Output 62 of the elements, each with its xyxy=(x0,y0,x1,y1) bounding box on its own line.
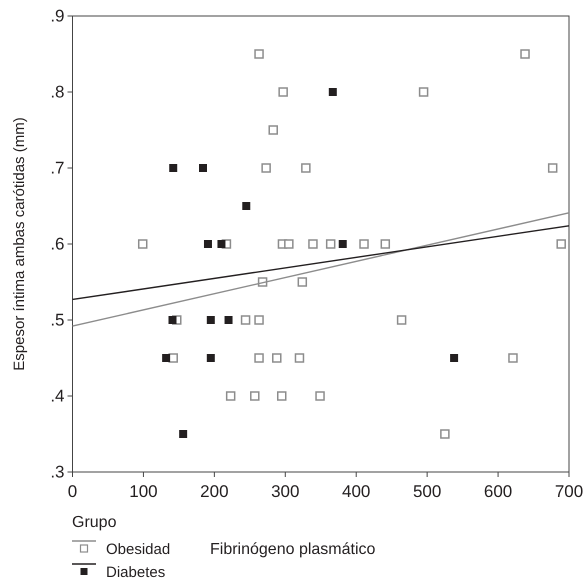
y-tick-label: .3 xyxy=(50,462,64,482)
point xyxy=(508,353,518,363)
point xyxy=(328,88,337,96)
x-tick-label: 0 xyxy=(68,482,78,501)
point xyxy=(338,240,347,248)
legend-title: Grupo xyxy=(72,514,117,531)
point xyxy=(162,354,170,362)
point xyxy=(396,315,406,325)
point xyxy=(254,49,264,59)
y-tick-label: .6 xyxy=(50,234,64,254)
x-tick-label: 200 xyxy=(200,482,229,501)
point xyxy=(261,163,271,173)
point xyxy=(278,87,288,97)
x-axis-title: Fibrinógeno plasmático xyxy=(210,541,376,558)
x-tick-label: 500 xyxy=(412,482,442,501)
point xyxy=(169,164,178,172)
point xyxy=(224,316,233,324)
x-tick-label: 300 xyxy=(271,482,300,501)
point xyxy=(254,353,264,363)
point xyxy=(548,163,558,173)
y-tick-label: .7 xyxy=(50,158,64,178)
point xyxy=(440,429,450,439)
x-tick-label: 100 xyxy=(129,482,158,501)
point xyxy=(294,353,304,363)
point xyxy=(315,391,325,401)
y-tick-label: .8 xyxy=(50,82,64,102)
point xyxy=(138,239,148,249)
point xyxy=(199,164,208,172)
point xyxy=(284,239,294,249)
point xyxy=(359,239,369,249)
point xyxy=(276,391,286,401)
point xyxy=(217,240,226,248)
point xyxy=(206,316,215,324)
point xyxy=(556,239,566,249)
legend-label: Obesidad xyxy=(106,541,170,558)
point xyxy=(301,163,311,173)
point xyxy=(272,353,282,363)
point xyxy=(226,391,236,401)
x-tick-label: 400 xyxy=(342,482,370,501)
y-tick-label: .9 xyxy=(50,6,64,26)
point xyxy=(298,277,308,287)
y-axis-title: Espesor íntima ambas carótidas (mm) xyxy=(11,117,28,371)
x-tick-label: 700 xyxy=(554,482,584,501)
x-tick-label: 600 xyxy=(484,482,512,501)
y-tick-label: .4 xyxy=(50,386,64,406)
point xyxy=(179,430,188,438)
point xyxy=(450,354,458,362)
point xyxy=(326,239,336,249)
y-tick-label: .5 xyxy=(50,310,64,330)
point xyxy=(418,87,428,97)
point xyxy=(240,315,250,325)
point xyxy=(168,316,177,324)
point xyxy=(204,240,212,248)
point xyxy=(206,354,215,362)
point xyxy=(242,202,250,210)
legend-label: Diabetes xyxy=(106,564,166,581)
point xyxy=(268,125,278,135)
point xyxy=(380,239,390,249)
point xyxy=(520,49,530,59)
point xyxy=(308,239,318,249)
point xyxy=(254,315,264,325)
point xyxy=(250,391,260,401)
